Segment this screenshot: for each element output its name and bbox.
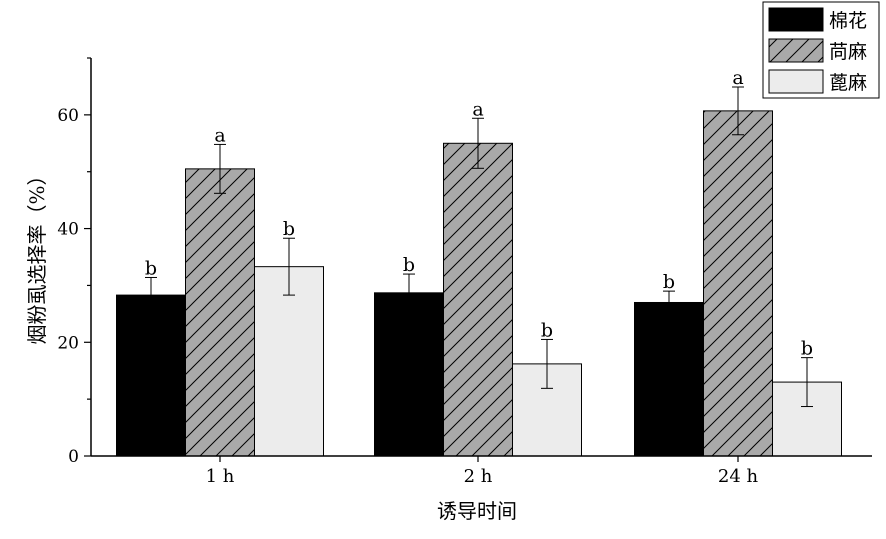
y-tick-label: 40	[57, 220, 79, 240]
significance-letter: a	[472, 98, 483, 120]
x-tick-label: 1 h	[206, 466, 235, 487]
legend-label: 棉花	[829, 10, 867, 32]
bar	[185, 168, 255, 457]
significance-letter: b	[403, 254, 415, 276]
y-tick-label: 60	[57, 106, 79, 126]
y-axis-label: 烟粉虱选择率（%）	[25, 165, 49, 344]
bar	[116, 294, 186, 457]
significance-letter: b	[663, 271, 675, 293]
bar	[443, 142, 513, 457]
significance-letter: b	[801, 338, 813, 360]
legend-label: 苘麻	[829, 41, 867, 63]
significance-letter: b	[283, 218, 295, 240]
bar	[374, 292, 444, 457]
bar	[703, 110, 773, 457]
y-tick-label: 0	[68, 447, 79, 467]
significance-letter: a	[214, 124, 225, 146]
legend-swatch	[768, 69, 824, 94]
significance-letter: a	[732, 67, 743, 89]
x-tick-label: 2 h	[464, 466, 493, 487]
x-axis-label: 诱导时间	[437, 499, 517, 523]
y-tick-label: 20	[57, 333, 79, 353]
legend-swatch	[768, 7, 824, 32]
plot-area: b b b a a a b b b 0 20 40 60 1 h 2 h 24 h	[57, 57, 872, 487]
legend-label: 蓖麻	[829, 72, 867, 94]
x-tick-label: 24 h	[718, 466, 759, 487]
legend-swatch	[768, 38, 824, 63]
significance-letter: b	[541, 319, 553, 341]
bar	[634, 301, 704, 457]
significance-letter: b	[145, 257, 157, 279]
